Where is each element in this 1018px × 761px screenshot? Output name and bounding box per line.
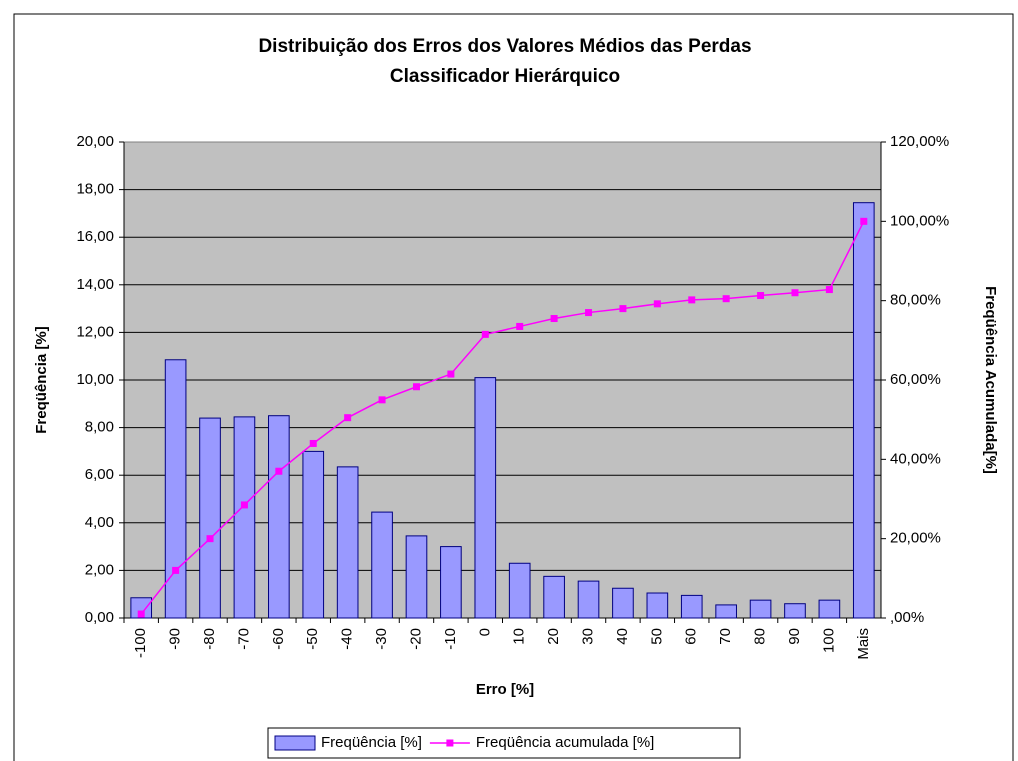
x-tick-label: 60 [683,628,700,645]
marker [653,300,661,308]
y-tick-label: 2,00 [85,561,114,578]
x-tick-label: 20 [545,628,562,645]
x-tick-label: -50 [304,628,321,650]
legend-marker [446,739,454,747]
marker [240,501,248,509]
bar [474,377,497,619]
y-tick-label: 0,00 [85,609,114,626]
x-tick-label: -100 [132,628,149,658]
x-tick-label: 40 [614,628,631,645]
y2-tick-label: 80,00% [890,292,941,309]
bar [268,415,290,619]
x-tick-label: 90 [786,628,803,645]
marker [412,383,420,391]
marker [344,414,352,422]
x-tick-label: -80 [201,628,218,650]
legend-label: Freqüência [%] [321,734,422,751]
x-tick-label: 0 [476,628,493,636]
marker [550,315,558,323]
x-tick-label: -70 [235,628,252,650]
marker [309,439,317,447]
y-tick-label: 14,00 [76,276,114,293]
x-tick-label: Mais [855,628,872,660]
y-tick-label: 10,00 [76,371,114,388]
x-tick-label: 70 [717,628,734,645]
legend-label: Freqüência acumulada [%] [476,734,654,751]
x-axis-label: Erro [%] [476,681,534,698]
marker [137,610,145,618]
marker [447,370,455,378]
marker [757,292,765,300]
x-tick-label: 80 [752,628,769,645]
marker [172,566,180,574]
y-tick-label: 6,00 [85,466,114,483]
x-tick-label: -20 [407,628,424,650]
y-tick-label: 18,00 [76,181,114,198]
legend-swatch [274,735,316,751]
bar [749,599,772,619]
bar [199,417,221,619]
marker [378,396,386,404]
marker [206,535,214,543]
x-tick-label: 50 [648,628,665,645]
chart-title: Distribuição dos Erros dos Valores Médio… [258,36,751,57]
y-tick-label: 20,00 [76,133,114,150]
marker [688,296,696,304]
bar [440,546,462,619]
y-tick-label: 12,00 [76,323,114,340]
bar [508,562,531,619]
y2-tick-label: 20,00% [890,530,941,547]
y-tick-label: 8,00 [85,419,114,436]
x-tick-label: -60 [270,628,287,650]
y-tick-label: 16,00 [76,228,114,245]
bar [371,511,393,619]
marker [722,295,730,303]
bar [130,597,153,619]
legend [267,727,741,759]
bar [577,580,600,619]
marker [275,467,283,475]
chart-subtitle: Classificador Hierárquico [390,66,620,87]
bar [784,603,806,619]
marker [825,286,833,294]
marker [860,217,868,225]
marker [791,289,799,297]
x-tick-label: 100 [820,628,837,653]
marker [619,305,627,313]
bar [646,592,669,619]
bar [818,599,841,619]
x-tick-label: -30 [373,628,390,650]
bar [543,575,565,619]
y2-tick-label: 120,00% [890,133,949,150]
bar [715,604,737,619]
bar [680,594,703,619]
x-tick-label: 10 [511,628,528,645]
bar [233,416,256,619]
marker [481,330,489,338]
y-tick-label: 4,00 [85,514,114,531]
line [140,220,865,615]
y2-tick-label: ,00% [890,609,924,626]
x-tick-label: -90 [167,628,184,650]
x-tick-label: -10 [442,628,459,650]
x-tick-label: -40 [339,628,356,650]
y2-tick-label: 100,00% [890,212,949,229]
y2-axis-label: Freqüência Acumulada[%] [982,286,999,474]
y2-tick-label: 40,00% [890,450,941,467]
y2-tick-label: 60,00% [890,371,941,388]
bar [405,535,428,619]
x-tick-label: 30 [579,628,596,645]
marker [585,309,593,317]
marker [516,322,524,330]
bar [302,450,325,619]
bar [164,359,187,619]
bar [612,587,634,619]
bar [336,466,359,619]
bar [852,202,875,619]
y-axis-label: Freqüência [%] [33,326,50,434]
